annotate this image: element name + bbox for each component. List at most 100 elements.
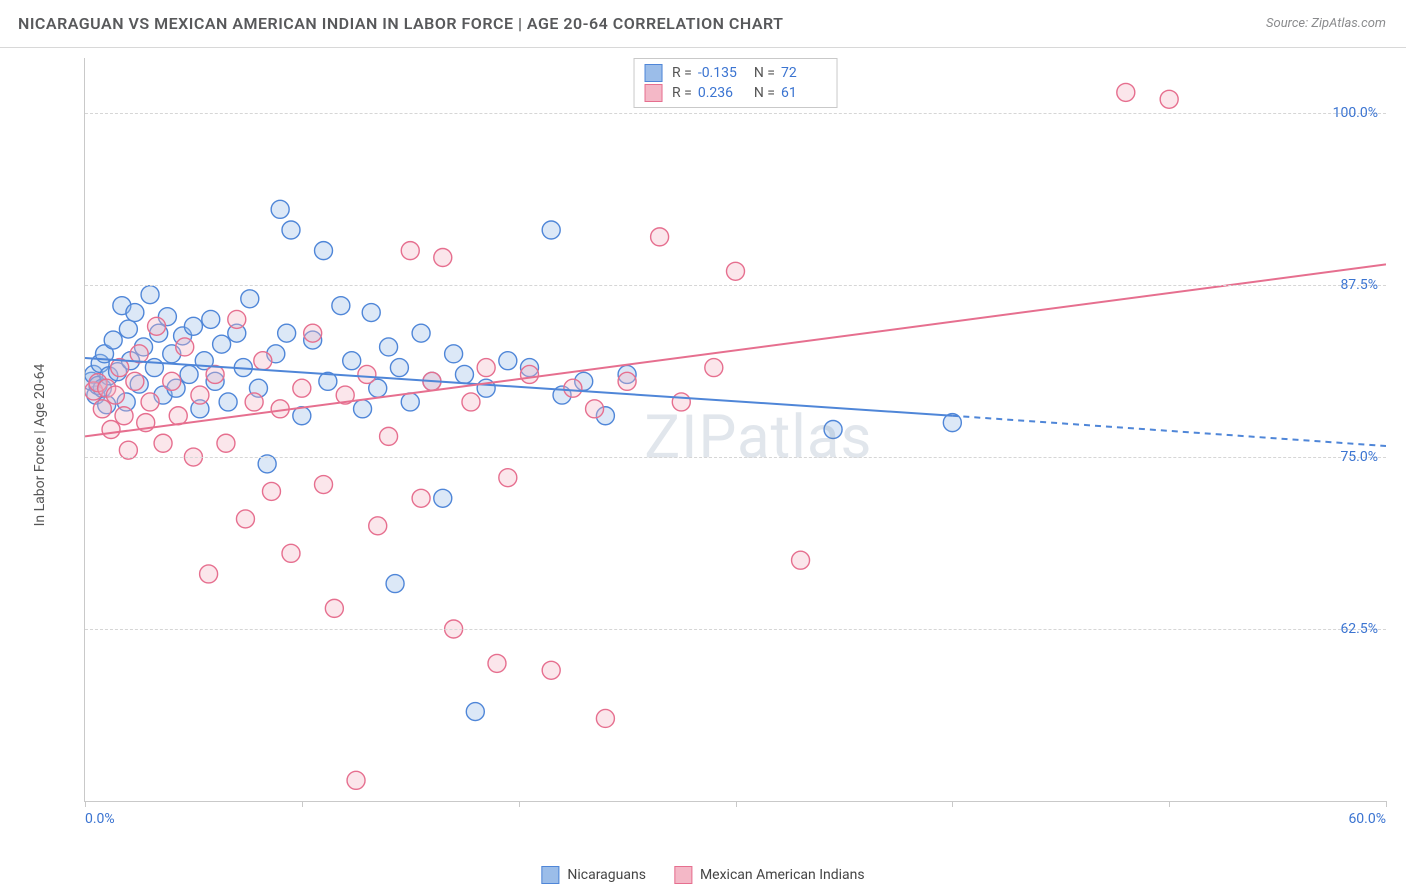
data-point: [521, 365, 539, 383]
data-point: [325, 599, 343, 617]
legend-label-mexican: Mexican American Indians: [700, 867, 865, 883]
data-point: [347, 771, 365, 789]
data-point: [254, 352, 272, 370]
data-point: [445, 345, 463, 363]
data-point: [163, 372, 181, 390]
data-point: [304, 324, 322, 342]
n-value-mexican: 61: [781, 85, 827, 101]
data-point: [241, 290, 259, 308]
data-point: [343, 352, 361, 370]
data-point: [386, 575, 404, 593]
data-point: [380, 338, 398, 356]
data-point: [282, 221, 300, 239]
data-point: [586, 400, 604, 418]
data-point: [126, 372, 144, 390]
x-tick: [1386, 801, 1387, 807]
data-point: [651, 228, 669, 246]
data-point: [412, 489, 430, 507]
correlation-stats-legend: R = -0.135 N = 72 R = 0.236 N = 61: [633, 58, 838, 108]
data-point: [130, 345, 148, 363]
r-value-mexican: 0.236: [698, 85, 744, 101]
data-point: [278, 324, 296, 342]
data-point: [477, 359, 495, 377]
data-point: [354, 400, 372, 418]
x-tick-label: 60.0%: [1348, 811, 1386, 827]
chart-title: NICARAGUAN VS MEXICAN AMERICAN INDIAN IN…: [18, 14, 784, 33]
data-point: [488, 654, 506, 672]
series-legend: Nicaraguans Mexican American Indians: [541, 866, 864, 884]
gridline: [85, 457, 1386, 458]
y-tick-label: 87.5%: [1340, 277, 1378, 293]
data-point: [115, 407, 133, 425]
n-value-nicaraguans: 72: [781, 65, 827, 81]
data-point: [434, 249, 452, 267]
x-tick: [1169, 801, 1170, 807]
plot-svg: [85, 58, 1386, 801]
data-point: [434, 489, 452, 507]
data-point: [401, 242, 419, 260]
data-point: [236, 510, 254, 528]
gridline: [85, 113, 1386, 114]
data-point: [228, 310, 246, 328]
swatch-mexican: [644, 84, 662, 102]
data-point: [542, 221, 560, 239]
data-point: [380, 427, 398, 445]
x-tick: [952, 801, 953, 807]
legend-swatch-nicaraguans: [541, 866, 559, 884]
data-point: [184, 317, 202, 335]
data-point: [1117, 83, 1135, 101]
data-point: [315, 242, 333, 260]
data-point: [1160, 90, 1178, 108]
data-point: [271, 200, 289, 218]
data-point: [618, 372, 636, 390]
stats-row-mexican: R = 0.236 N = 61: [644, 83, 827, 103]
data-point: [217, 434, 235, 452]
data-point: [282, 544, 300, 562]
data-point: [401, 393, 419, 411]
data-point: [824, 421, 842, 439]
data-point: [315, 476, 333, 494]
data-point: [141, 286, 159, 304]
data-point: [180, 365, 198, 383]
data-point: [596, 709, 614, 727]
data-point: [358, 365, 376, 383]
data-point: [705, 359, 723, 377]
data-point: [369, 517, 387, 535]
x-tick: [736, 801, 737, 807]
legend-label-nicaraguans: Nicaraguans: [567, 867, 646, 883]
trend-line-extrapolated: [952, 416, 1386, 446]
y-tick-label: 100.0%: [1333, 105, 1378, 121]
data-point: [390, 359, 408, 377]
r-value-nicaraguans: -0.135: [698, 65, 744, 81]
data-point: [462, 393, 480, 411]
data-point: [206, 365, 224, 383]
data-point: [200, 565, 218, 583]
y-tick-label: 62.5%: [1340, 621, 1378, 637]
data-point: [455, 365, 473, 383]
data-point: [672, 393, 690, 411]
gridline: [85, 629, 1386, 630]
y-tick-label: 75.0%: [1340, 449, 1378, 465]
data-point: [93, 400, 111, 418]
gridline: [85, 285, 1386, 286]
data-point: [542, 661, 560, 679]
source-attribution: Source: ZipAtlas.com: [1266, 16, 1386, 31]
legend-item-nicaraguans: Nicaraguans: [541, 866, 646, 884]
r-label: R =: [672, 85, 692, 101]
data-point: [119, 320, 137, 338]
data-point: [148, 317, 166, 335]
data-point: [176, 338, 194, 356]
data-point: [362, 304, 380, 322]
x-tick-label: 0.0%: [85, 811, 115, 827]
data-point: [466, 703, 484, 721]
data-point: [141, 393, 159, 411]
stats-row-nicaraguans: R = -0.135 N = 72: [644, 63, 827, 83]
r-label: R =: [672, 65, 692, 81]
y-axis-label: In Labor Force | Age 20-64: [32, 364, 48, 527]
data-point: [213, 335, 231, 353]
swatch-nicaraguans: [644, 64, 662, 82]
data-point: [154, 434, 172, 452]
data-point: [126, 304, 144, 322]
legend-swatch-mexican: [674, 866, 692, 884]
data-point: [499, 469, 517, 487]
